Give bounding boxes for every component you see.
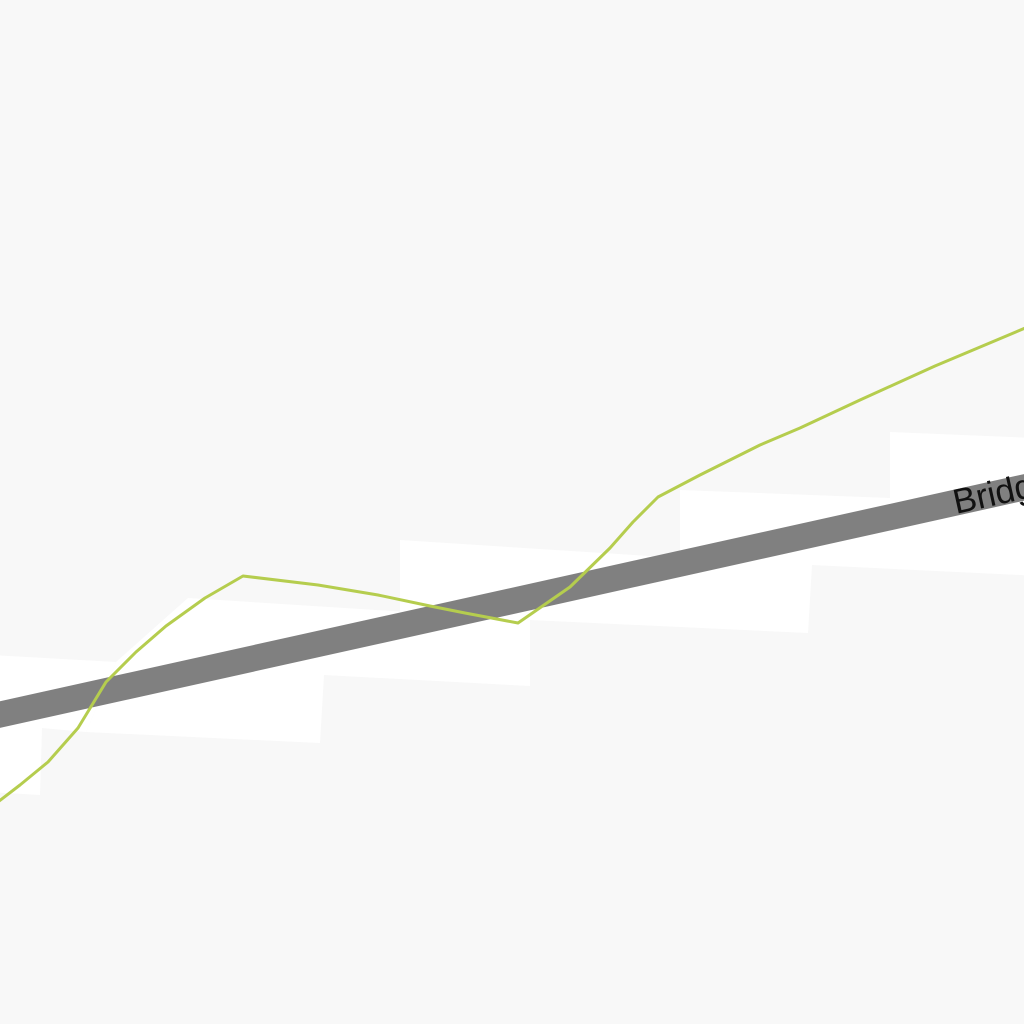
- road-line[interactable]: [0, 474, 1024, 728]
- green-path-line[interactable]: [0, 326, 1024, 808]
